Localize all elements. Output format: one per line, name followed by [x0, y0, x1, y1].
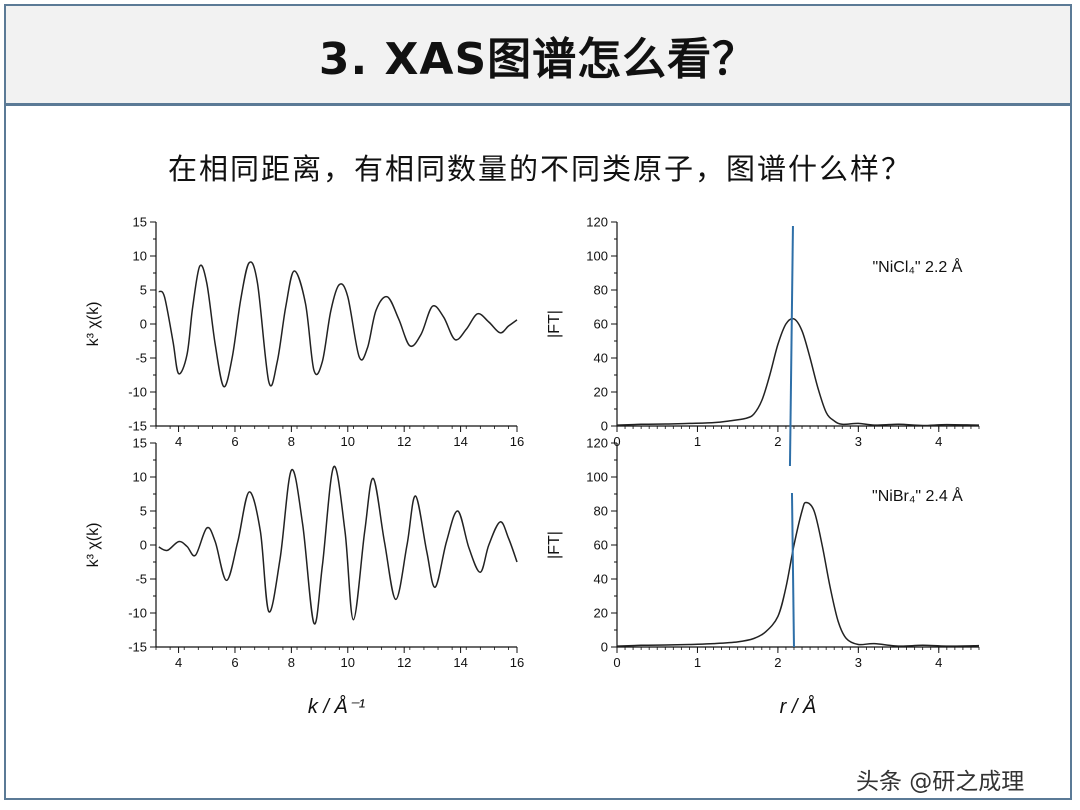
exafs-bottom-ylabel: k³ χ(k) — [85, 523, 102, 568]
ft-top-xtick-label: 1 — [694, 434, 701, 449]
ft-top-ytick-label: 60 — [594, 317, 608, 332]
exafs-top-xtick-label: 14 — [453, 434, 467, 449]
ft-bottom-ytick-label: 20 — [594, 606, 608, 621]
ft-top-marker-line — [788, 225, 794, 467]
ft-top-xtick-label: 4 — [935, 434, 942, 449]
slide-subtitle: 在相同距离，有相同数量的不同类原子，图谱什么样？ — [167, 152, 912, 186]
ft-bottom-annotation: "NiBr₄" 2.4 Å — [872, 486, 963, 505]
exafs-bottom-ytick-label: -10 — [128, 606, 147, 621]
exafs-top-ytick-label: 0 — [140, 317, 147, 332]
ft-bottom-ytick-label: 100 — [586, 470, 608, 485]
ft-top-ytick-label: 100 — [586, 249, 608, 264]
exafs-bottom-ytick-label: -15 — [128, 640, 147, 655]
exafs-bottom-ytick-label: 15 — [133, 436, 147, 451]
ft-top-ylabel: |FT| — [546, 310, 563, 338]
ft-top-xtick-label: 3 — [855, 434, 862, 449]
exafs-bottom-ytick-label: 10 — [133, 470, 147, 485]
exafs-top-ytick-label: 15 — [133, 215, 147, 230]
exafs-top-ytick-label: -15 — [128, 419, 147, 434]
exafs-top-ylabel: k³ χ(k) — [85, 302, 102, 347]
exafs-bottom-xlabel: k / Å⁻¹ — [308, 695, 366, 718]
exafs-top-xtick-label: 8 — [288, 434, 295, 449]
ft-top-ytick-label: 120 — [586, 215, 608, 230]
ft-bottom-xlabel: r / Å — [780, 695, 817, 718]
exafs-top-xtick-label: 4 — [175, 434, 182, 449]
ft-bottom-ytick-label: 0 — [601, 640, 608, 655]
exafs-bottom-xtick-label: 14 — [453, 655, 467, 670]
exafs-bottom-ytick-label: 5 — [140, 504, 147, 519]
ft-top-curve — [616, 317, 980, 427]
exafs-bottom-xtick-label: 6 — [231, 655, 238, 670]
ft-bottom-xtick-label: 0 — [613, 655, 620, 670]
ft-bottom-xtick-label: 2 — [774, 655, 781, 670]
slide-frame: 3. XAS图谱怎么看？ 在相同距离，有相同数量的不同类原子，图谱什么样？ 头条… — [4, 4, 1072, 800]
ft-top-xtick-label: 0 — [613, 434, 620, 449]
ft-bottom-xtick-label: 1 — [694, 655, 701, 670]
ft-top-annotation: "NiCl₄" 2.2 Å — [872, 257, 962, 276]
exafs-bottom-xtick-label: 12 — [397, 655, 411, 670]
exafs-bottom-xtick-label: 16 — [510, 655, 524, 670]
exafs-top-xtick-label: 12 — [397, 434, 411, 449]
exafs-top-ytick-label: -10 — [128, 385, 147, 400]
ft-bottom-ytick-label: 60 — [594, 538, 608, 553]
exafs-bottom-xtick-label: 8 — [288, 655, 295, 670]
ft-bottom-xtick-label: 3 — [855, 655, 862, 670]
exafs-top-ytick-label: 10 — [133, 249, 147, 264]
slide-title: 3. XAS图谱怎么看？ — [318, 33, 758, 85]
ft-top-ytick-label: 40 — [594, 351, 608, 366]
exafs-top-ytick-label: -5 — [135, 351, 147, 366]
exafs-bottom-ytick-label: 0 — [140, 538, 147, 553]
exafs-top-curve — [158, 261, 518, 388]
ft-bottom-ytick-label: 80 — [594, 504, 608, 519]
ft-bottom-ytick-label: 120 — [586, 436, 608, 451]
exafs-top-xtick-label: 10 — [341, 434, 355, 449]
ft-bottom-xtick-label: 4 — [935, 655, 942, 670]
exafs-bottom-xtick-label: 4 — [175, 655, 182, 670]
exafs-bottom-xtick-label: 10 — [341, 655, 355, 670]
ft-top-ytick-label: 80 — [594, 283, 608, 298]
ft-bottom-ylabel: |FT| — [546, 531, 563, 559]
ft-top-ytick-label: 0 — [601, 419, 608, 434]
slide-header: 3. XAS图谱怎么看？ — [6, 6, 1070, 106]
watermark: 头条 @研之成理 — [856, 769, 1025, 795]
exafs-top-xtick-label: 16 — [510, 434, 524, 449]
exafs-top-xtick-label: 6 — [231, 434, 238, 449]
ft-bottom-curve — [616, 501, 980, 647]
ft-top-ytick-label: 20 — [594, 385, 608, 400]
exafs-top-ytick-label: 5 — [140, 283, 147, 298]
ft-bottom-marker-line — [790, 492, 795, 648]
ft-bottom-ytick-label: 40 — [594, 572, 608, 587]
ft-top-xtick-label: 2 — [774, 434, 781, 449]
exafs-bottom-curve — [158, 465, 518, 625]
exafs-bottom-ytick-label: -5 — [135, 572, 147, 587]
